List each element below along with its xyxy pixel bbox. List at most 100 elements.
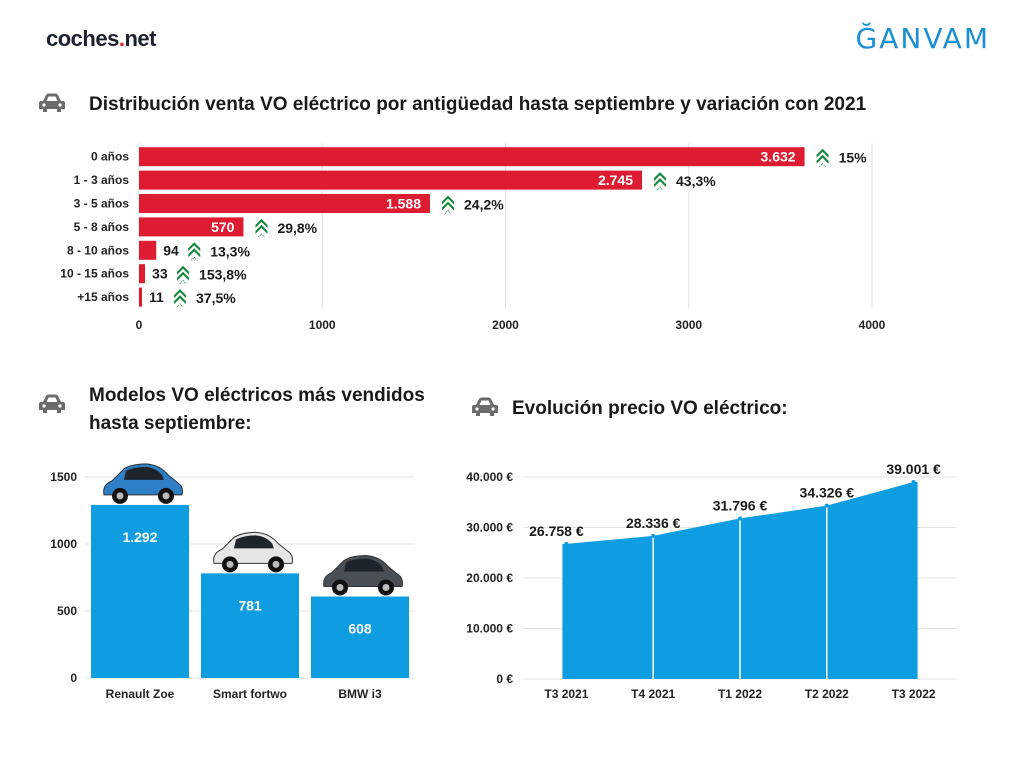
bar	[139, 194, 431, 213]
price-chart-title: Evolución precio VO eléctrico:	[512, 398, 788, 419]
variation-label: 43,3%	[676, 173, 716, 189]
car-icon	[39, 93, 65, 112]
category-label: 5 - 8 años	[74, 220, 130, 234]
up-arrow-icon	[816, 148, 829, 168]
variation-label: 24,2%	[464, 197, 504, 213]
ganvam-logo: ĞANVAM	[855, 22, 990, 55]
value-label: 39.001 €	[886, 461, 941, 477]
x-tick-label: 0	[136, 318, 143, 332]
data-point	[911, 480, 916, 485]
chevron-up-icon	[190, 256, 198, 261]
x-tick-label: T2 2022	[805, 687, 849, 701]
category-label: 10 - 15 años	[60, 267, 129, 281]
chevron-up-icon	[816, 148, 829, 158]
value-label: 11	[149, 289, 164, 305]
y-tick-label: 1000	[50, 537, 77, 551]
cochesnet-logo-separator: .	[118, 26, 125, 51]
models-chart-title-line-2: hasta septiembre:	[89, 413, 252, 434]
x-tick-label: T3 2021	[544, 687, 588, 701]
data-point	[651, 533, 656, 538]
models-chart-title-line-1: Modelos VO eléctricos más vendidos	[89, 385, 425, 406]
chevron-up-icon	[819, 162, 826, 168]
bar	[91, 504, 189, 678]
data-point	[564, 541, 569, 546]
chevron-up-icon	[255, 218, 268, 228]
car-hub	[382, 584, 390, 592]
chevron-up-icon	[177, 265, 190, 275]
value-label: 1.588	[386, 196, 421, 212]
x-tick-label: T1 2022	[718, 687, 762, 701]
data-point	[738, 516, 742, 521]
variation-label: 37,5%	[196, 290, 236, 306]
models-chart-title: Modelos VO eléctricos más vendidos hasta…	[89, 382, 425, 438]
bar	[139, 217, 244, 237]
x-tick-label: T4 2021	[631, 687, 675, 701]
chevron-up-icon	[177, 271, 190, 281]
car-photo	[213, 531, 293, 573]
value-label: 34.326 €	[800, 485, 855, 501]
chevron-up-icon	[258, 233, 265, 238]
value-label: 2.745	[598, 172, 633, 188]
car-window	[234, 535, 274, 549]
chevron-up-icon	[188, 242, 201, 252]
value-label: 26.758 €	[529, 523, 584, 539]
variation-label: 13,3%	[210, 243, 250, 259]
car-window	[124, 466, 164, 480]
chevron-up-icon	[654, 172, 667, 182]
y-tick-label: 0 €	[496, 672, 513, 686]
chevron-up-icon	[255, 224, 268, 234]
bar	[139, 264, 146, 284]
up-arrow-icon	[174, 289, 186, 308]
variation-label: 15%	[839, 150, 868, 166]
up-arrow-icon	[654, 172, 667, 191]
chevron-up-icon	[656, 186, 664, 191]
car-hub	[336, 584, 344, 592]
bar	[201, 573, 299, 678]
y-tick-label: 1500	[50, 470, 77, 484]
chevron-up-icon	[179, 279, 187, 285]
car-icon	[472, 397, 498, 416]
variation-label: 153,8%	[199, 267, 247, 283]
car-hub	[226, 560, 234, 568]
y-tick-label: 30.000 €	[466, 521, 513, 535]
value-label: 3.632	[761, 149, 796, 165]
car-photo	[323, 555, 403, 596]
up-arrow-icon	[177, 265, 190, 285]
bar	[139, 147, 805, 167]
data-point	[824, 503, 829, 508]
value-label: 608	[348, 621, 372, 637]
cochesnet-logo: coches.net	[46, 26, 156, 52]
value-label: 781	[238, 597, 262, 613]
bar	[139, 287, 142, 307]
chevron-up-icon	[442, 195, 455, 205]
value-label: 28.336 €	[626, 515, 681, 531]
chevron-up-icon	[174, 295, 186, 305]
chevron-up-icon	[816, 154, 829, 164]
bar	[311, 596, 409, 678]
chevron-up-icon	[442, 201, 455, 211]
up-arrow-icon	[188, 242, 201, 261]
up-arrow-icon	[255, 218, 268, 238]
y-tick-label: 10.000 €	[466, 622, 513, 636]
value-label: 94	[163, 242, 179, 258]
category-label: 1 - 3 años	[74, 173, 130, 187]
chevron-up-icon	[444, 209, 452, 214]
car-window	[344, 558, 384, 572]
category-label: 8 - 10 años	[67, 243, 129, 257]
y-tick-label: 0	[70, 671, 77, 685]
car-hub	[272, 560, 280, 568]
variation-label: 29,8%	[277, 220, 317, 236]
bar	[139, 240, 157, 260]
x-tick-label: 3000	[675, 318, 702, 332]
x-tick-label: 4000	[859, 318, 886, 332]
category-label: Smart fortwo	[213, 687, 287, 701]
category-label: 0 años	[91, 150, 129, 164]
car-icon	[39, 394, 65, 413]
chevron-up-icon	[174, 289, 186, 299]
top-chart-title: Distribución venta VO eléctrico por anti…	[89, 94, 867, 115]
category-label: Renault Zoe	[106, 687, 175, 701]
bar	[139, 170, 643, 190]
x-tick-label: 1000	[309, 318, 336, 332]
